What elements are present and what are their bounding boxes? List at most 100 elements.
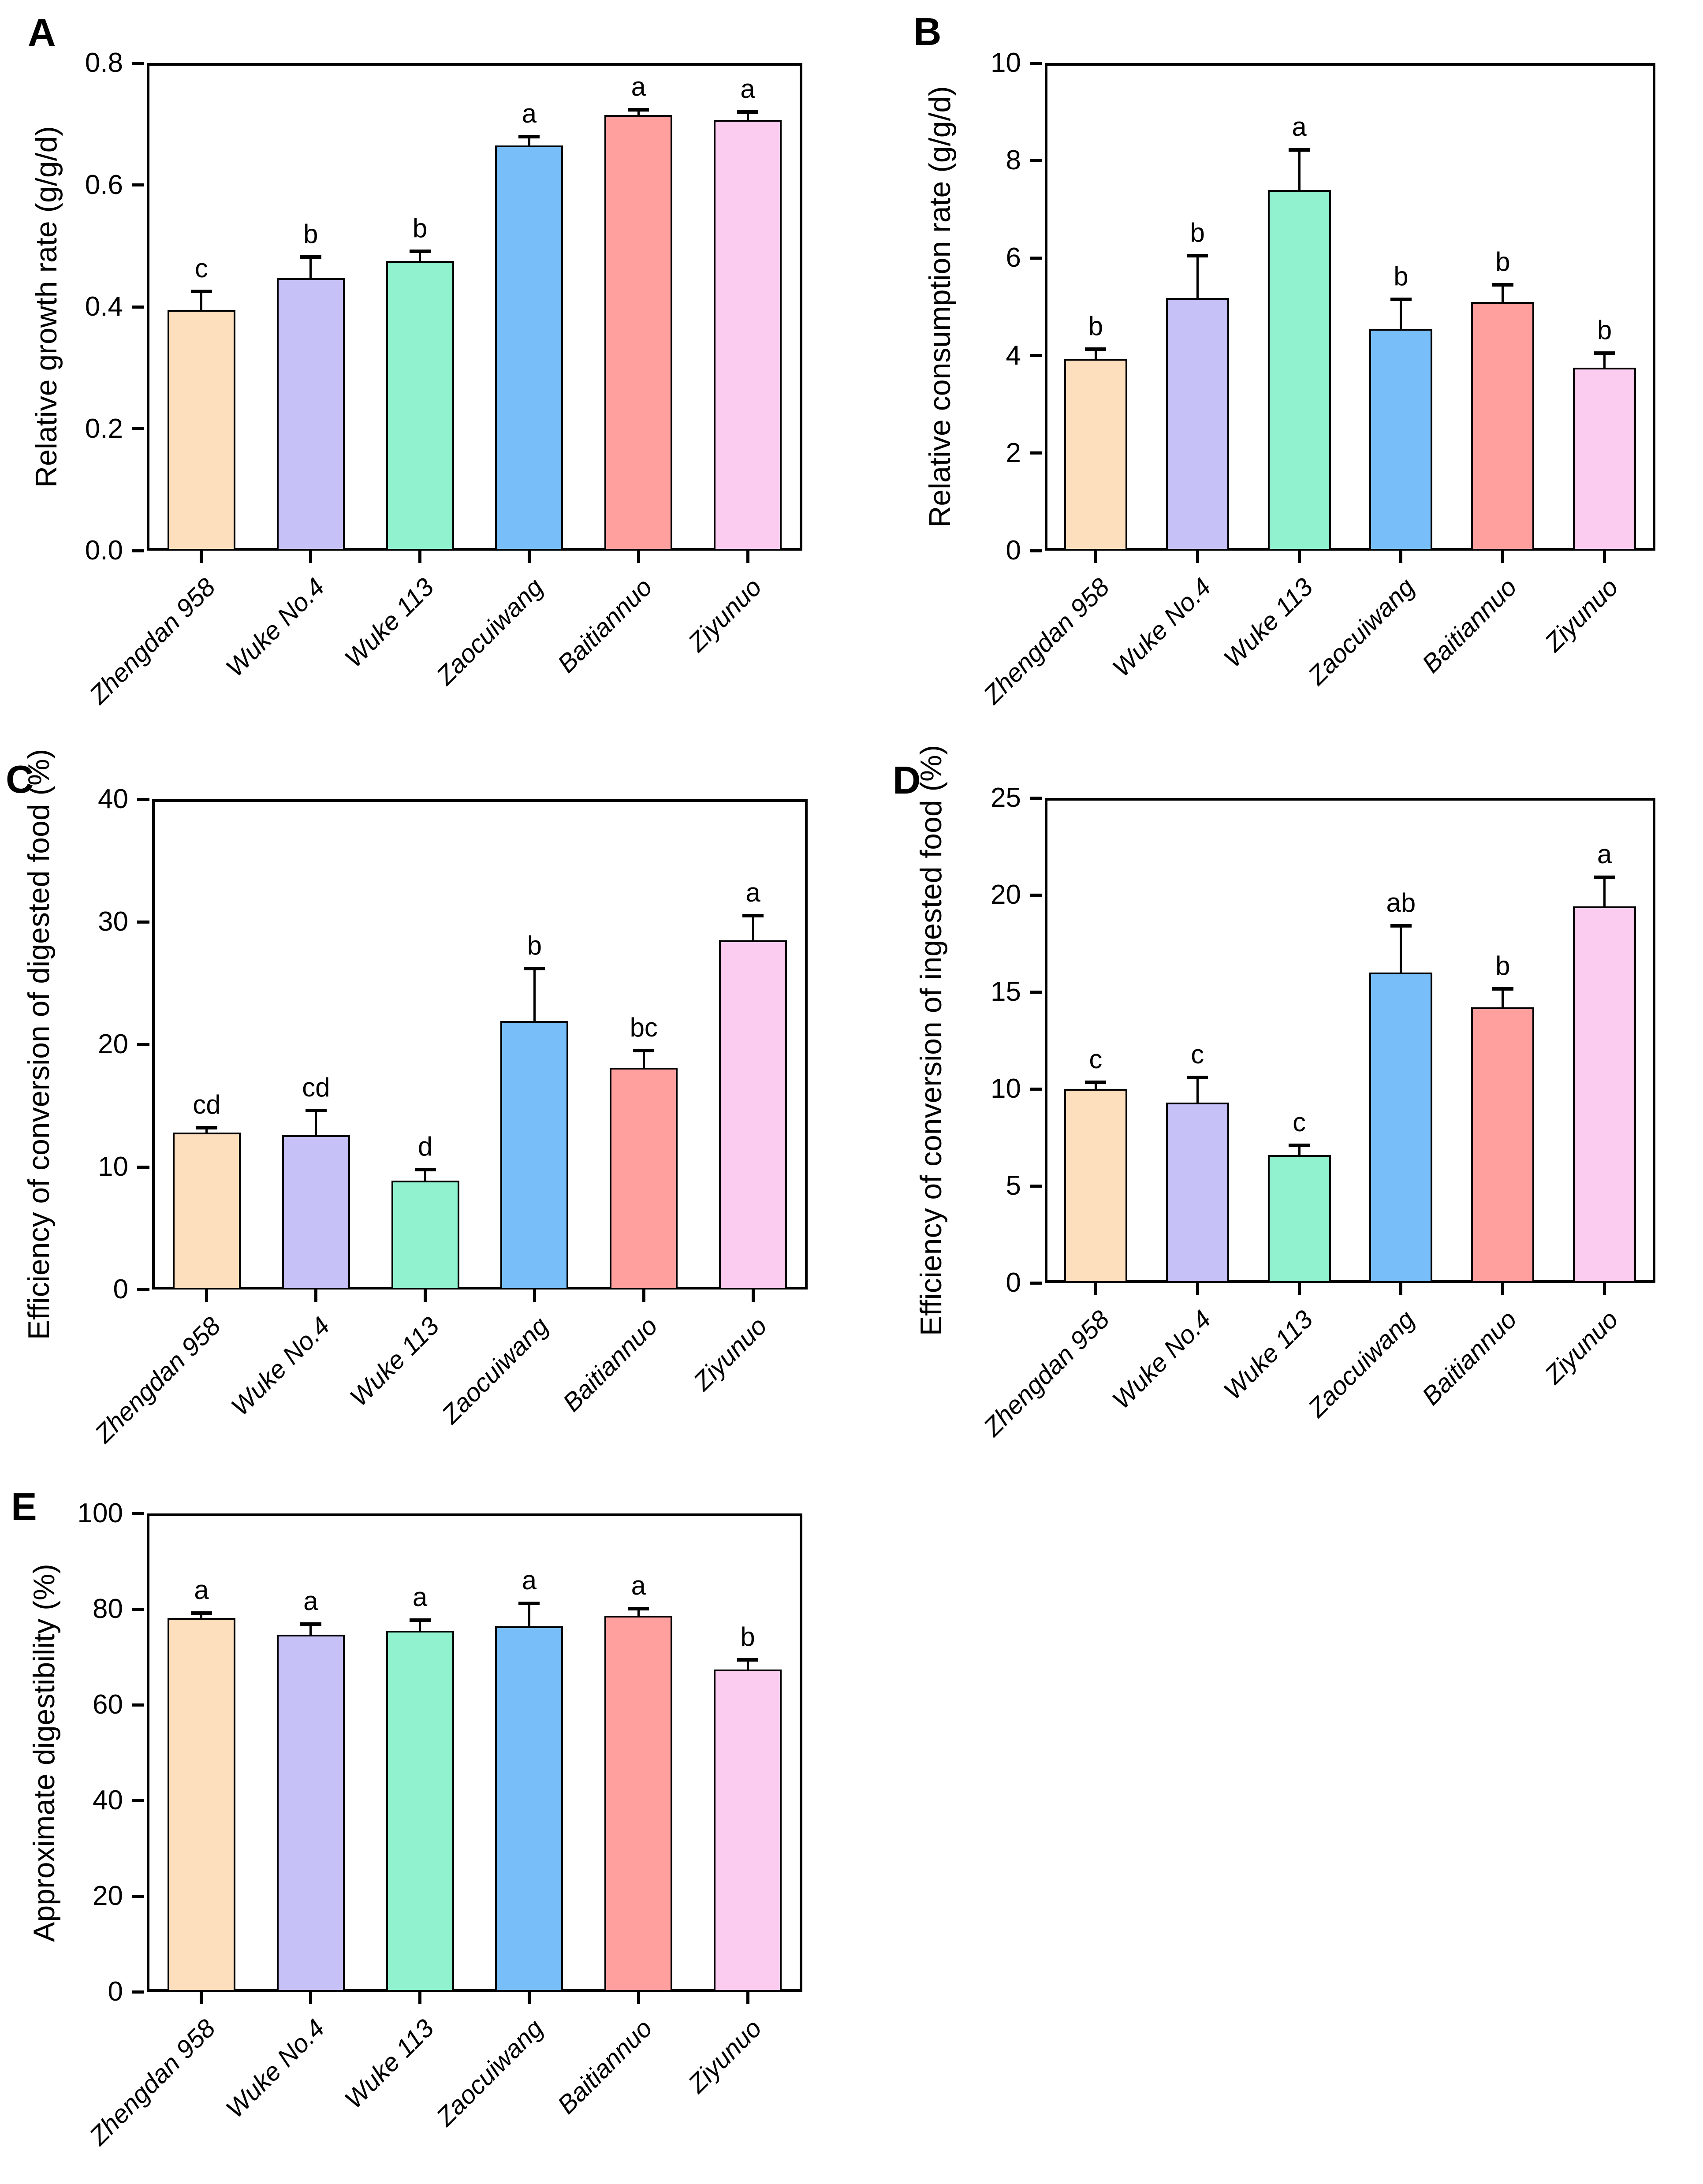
significance-letter-wuke-113: d	[417, 1131, 433, 1161]
x-tick-mark	[533, 1290, 536, 1302]
error-bar-cap-wuke-no-4	[300, 255, 321, 259]
plot-area-b	[1045, 63, 1655, 551]
error-bar-cap-wuke-113	[1289, 148, 1310, 152]
x-category-label-wuke-113: Wuke 113	[1218, 1304, 1319, 1405]
x-category-label-ziyunuo: Ziyunuo	[682, 572, 767, 657]
significance-letter-zhengdan-958: cd	[193, 1090, 221, 1120]
y-tick-mark	[132, 427, 144, 430]
y-tick-mark	[137, 1043, 149, 1046]
x-category-label-zhengdan-958: Zhengdan 958	[978, 1304, 1115, 1442]
error-bar-wuke-no-4	[315, 1111, 317, 1135]
x-tick-mark	[1297, 1283, 1301, 1295]
significance-letter-wuke-113: c	[1293, 1107, 1306, 1137]
significance-letter-baitiannuo: bc	[630, 1012, 658, 1042]
x-tick-mark	[424, 1290, 427, 1302]
y-tick-label: 25	[991, 783, 1021, 813]
bar-zaocuiwang	[495, 1626, 563, 1992]
y-tick-label: 0	[108, 1976, 123, 2007]
significance-letter-wuke-no-4: a	[303, 1586, 318, 1616]
y-tick-label: 2	[1006, 437, 1021, 468]
panel-a-relative-growth-rate: A Relative growth rate (g/g/d) 0.0 0.2 0.4…	[28, 13, 802, 709]
x-category-label-wuke-no-4: Wuke No.4	[220, 572, 330, 682]
error-bar-wuke-no-4	[309, 1624, 312, 1635]
x-category-label-wuke-no-4: Wuke No.4	[1107, 572, 1217, 682]
error-bar-cap-baitiannuo	[628, 108, 649, 112]
x-category-label-zaocuiwang: Zaocuiwang	[1302, 1304, 1420, 1423]
error-bar-ziyunuo	[1603, 353, 1606, 368]
y-tick-mark	[132, 1703, 144, 1707]
x-category-label-zaocuiwang: Zaocuiwang	[431, 572, 549, 690]
y-tick-label: 20	[991, 880, 1021, 910]
bar-zaocuiwang	[1369, 328, 1433, 551]
x-tick-mark	[309, 1992, 313, 2004]
significance-letter-wuke-no-4: cd	[302, 1073, 330, 1103]
bar-zaocuiwang	[495, 145, 563, 551]
error-bar-wuke-113	[424, 1169, 427, 1181]
significance-letter-ziyunuo: b	[740, 1622, 755, 1652]
y-tick-mark	[1030, 61, 1042, 65]
plot-area-e	[147, 1513, 802, 1992]
bar-ziyunuo	[714, 119, 782, 551]
significance-letter-zhengdan-958: c	[1089, 1044, 1103, 1074]
panel-letter-a: A	[28, 11, 56, 54]
x-category-label-wuke-no-4: Wuke No.4	[225, 1311, 335, 1421]
x-category-label-zhengdan-958: Zhengdan 958	[84, 572, 221, 710]
bar-wuke-113	[1267, 1155, 1331, 1283]
error-bar-wuke-no-4	[309, 257, 312, 279]
significance-letter-zaocuiwang: b	[527, 930, 542, 960]
error-bar-cap-wuke-no-4	[300, 1622, 321, 1626]
y-tick-label: 8	[1006, 145, 1021, 176]
y-tick-label: 20	[98, 1029, 128, 1059]
significance-letter-wuke-no-4: b	[1190, 217, 1205, 247]
y-tick-mark	[1030, 1281, 1042, 1285]
significance-letter-ziyunuo: b	[1597, 315, 1612, 345]
error-bar-zaocuiwang	[528, 1603, 530, 1627]
error-bar-cap-ziyunuo	[742, 914, 764, 918]
y-tick-label: 4	[1006, 340, 1021, 371]
x-tick-mark	[1501, 551, 1505, 563]
y-axis-title-d: Efficiency of conversion of ingested foo…	[914, 745, 948, 1336]
error-bar-zhengdan-958	[205, 1128, 208, 1133]
y-tick-label: 20	[93, 1881, 123, 1911]
bar-baitiannuo	[610, 1067, 678, 1290]
x-category-label-baitiannuo: Baitiannuo	[557, 1311, 663, 1417]
bar-zhengdan-958	[172, 1133, 241, 1290]
significance-letter-zhengdan-958: a	[194, 1575, 209, 1605]
x-category-label-zaocuiwang: Zaocuiwang	[1302, 572, 1420, 690]
y-tick-label: 30	[98, 906, 128, 937]
error-bar-zaocuiwang	[1400, 299, 1402, 329]
x-tick-mark	[751, 1290, 755, 1302]
y-tick-label: 40	[98, 784, 128, 814]
x-category-label-zhengdan-958: Zhengdan 958	[89, 1311, 226, 1449]
error-bar-wuke-no-4	[1196, 1077, 1199, 1103]
error-bar-ziyunuo	[746, 1660, 749, 1670]
error-bar-cap-baitiannuo	[1492, 283, 1513, 287]
y-tick-mark	[1030, 1087, 1042, 1091]
y-tick-label: 0.8	[85, 48, 123, 78]
bar-wuke-113	[391, 1180, 459, 1290]
bar-wuke-no-4	[282, 1135, 350, 1290]
error-bar-cap-wuke-113	[409, 1618, 431, 1622]
error-bar-zhengdan-958	[1094, 349, 1097, 359]
y-tick-mark	[1030, 159, 1042, 162]
error-bar-cap-baitiannuo	[1492, 987, 1513, 991]
error-bar-cap-zaocuiwang	[1390, 298, 1412, 302]
bar-baitiannuo	[1471, 302, 1535, 551]
y-tick-mark	[1030, 796, 1042, 800]
error-bar-cap-wuke-113	[414, 1167, 436, 1171]
y-tick-label: 10	[991, 1073, 1021, 1104]
error-bar-cap-ziyunuo	[737, 110, 759, 114]
bar-ziyunuo	[1573, 906, 1636, 1283]
error-bar-zaocuiwang	[1400, 926, 1402, 973]
x-category-label-wuke-no-4: Wuke No.4	[220, 2013, 330, 2124]
significance-letter-baitiannuo: b	[1495, 247, 1510, 277]
x-tick-mark	[1501, 1283, 1505, 1295]
error-bar-cap-zhengdan-958	[190, 290, 212, 294]
significance-letter-wuke-113: b	[412, 213, 428, 243]
y-tick-mark	[132, 549, 144, 552]
error-bar-wuke-113	[1298, 1145, 1301, 1155]
bar-wuke-no-4	[276, 1634, 345, 1992]
x-tick-mark	[314, 1290, 318, 1302]
bar-ziyunuo	[1573, 368, 1636, 551]
